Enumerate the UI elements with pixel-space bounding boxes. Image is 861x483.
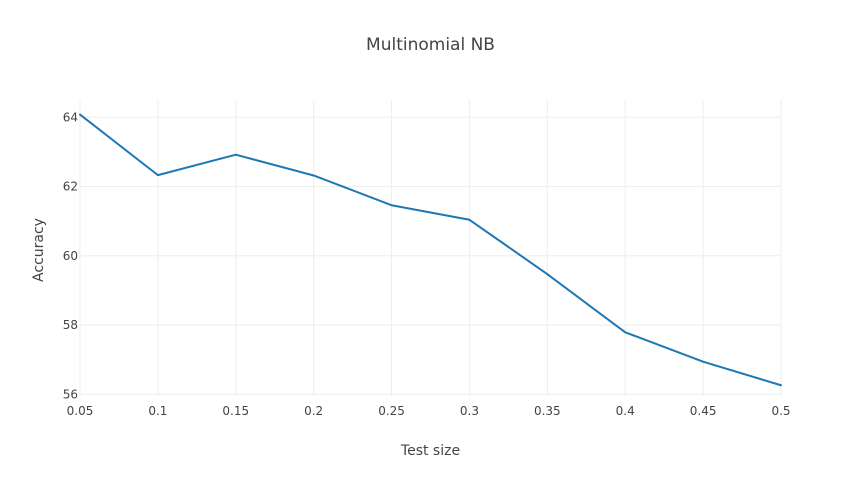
series-line xyxy=(79,113,782,387)
x-tick-label: 0.3 xyxy=(460,404,479,418)
y-axis-ticks: 56 58 60 62 64 xyxy=(63,110,78,401)
x-axis-label: Test size xyxy=(400,443,460,459)
data-point xyxy=(780,384,782,387)
x-tick-label: 0.5 xyxy=(771,404,790,418)
data-point xyxy=(79,113,81,116)
x-tick-label: 0.2 xyxy=(304,404,323,418)
data-point xyxy=(312,174,315,177)
series-layer xyxy=(79,113,782,387)
x-gridlines xyxy=(79,100,782,396)
y-tick-label: 60 xyxy=(63,249,78,263)
data-point xyxy=(468,218,471,221)
x-axis-ticks: 0.05 0.1 0.15 0.2 0.25 0.3 0.35 0.4 0.45 0.5 xyxy=(67,404,791,418)
y-tick-label: 58 xyxy=(63,318,78,332)
x-tick-label: 0.35 xyxy=(534,404,561,418)
data-point xyxy=(624,331,627,334)
y-gridlines xyxy=(80,116,781,395)
y-tick-label: 64 xyxy=(63,110,78,124)
data-point xyxy=(234,153,237,156)
x-tick-label: 0.15 xyxy=(222,404,249,418)
data-point xyxy=(546,273,549,276)
x-tick-label: 0.1 xyxy=(148,404,167,418)
y-tick-label: 56 xyxy=(63,387,78,401)
y-axis-label: Accuracy xyxy=(31,218,47,282)
x-tick-label: 0.25 xyxy=(378,404,405,418)
x-tick-label: 0.05 xyxy=(67,404,94,418)
x-tick-label: 0.4 xyxy=(616,404,635,418)
data-point xyxy=(156,174,159,177)
data-point xyxy=(390,204,393,207)
chart-title: Multinomial NB xyxy=(366,35,495,55)
data-point xyxy=(702,360,705,363)
y-tick-label: 62 xyxy=(63,180,78,194)
x-tick-label: 0.45 xyxy=(690,404,717,418)
